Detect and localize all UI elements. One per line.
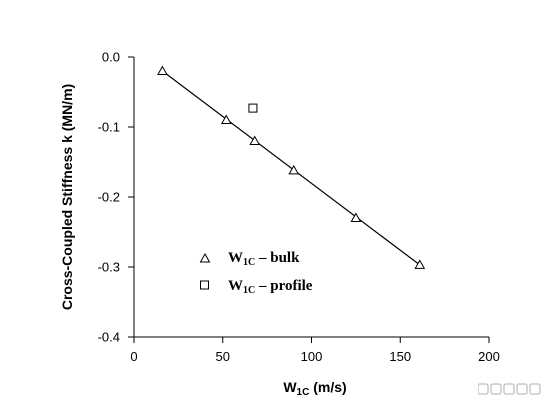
bulk-data-point <box>414 259 426 269</box>
bulk-data-point <box>249 135 261 145</box>
legend-square-marker <box>200 280 209 290</box>
y-tick-label: -0.1 <box>98 120 120 135</box>
fit-line <box>162 70 421 266</box>
profile-data-point <box>248 103 258 113</box>
legend: W1C – bulk W1C – profile <box>199 250 313 296</box>
y-axis-title: Cross-Coupled Stiffness k (MN/m) <box>59 84 75 310</box>
fit-lines <box>162 70 421 266</box>
bulk-data-point <box>220 114 232 124</box>
y-tick-label: -0.4 <box>98 330 120 345</box>
x-tick-label: 100 <box>301 349 323 364</box>
x-axis-title: W1C (m/s) <box>283 379 346 398</box>
x-axis-title-sub: 1C <box>297 387 310 398</box>
bulk-data-point <box>350 212 362 222</box>
x-tick-label: 0 <box>130 349 137 364</box>
x-axis-ticks: 0 50 100 150 200 <box>130 337 500 364</box>
x-tick-label: 200 <box>478 349 500 364</box>
x-axis-title-main: W <box>283 379 297 395</box>
y-axis-ticks: 0.0 -0.1 -0.2 -0.3 -0.4 <box>98 50 134 345</box>
y-tick-label: 0.0 <box>102 50 120 65</box>
legend-label-bulk: W1C – bulk <box>228 250 300 268</box>
x-tick-label: 50 <box>216 349 230 364</box>
y-tick-label: -0.3 <box>98 260 120 275</box>
y-tick-label: -0.2 <box>98 190 120 205</box>
bulk-data-point <box>288 164 300 175</box>
bulk-data-point <box>157 65 168 75</box>
watermark-logo <box>478 383 541 395</box>
legend-label-profile: W1C – profile <box>228 278 313 296</box>
x-tick-label: 150 <box>389 349 411 364</box>
data-markers <box>157 65 426 269</box>
legend-triangle-marker <box>199 252 211 263</box>
x-axis-title-unit: (m/s) <box>309 379 346 395</box>
